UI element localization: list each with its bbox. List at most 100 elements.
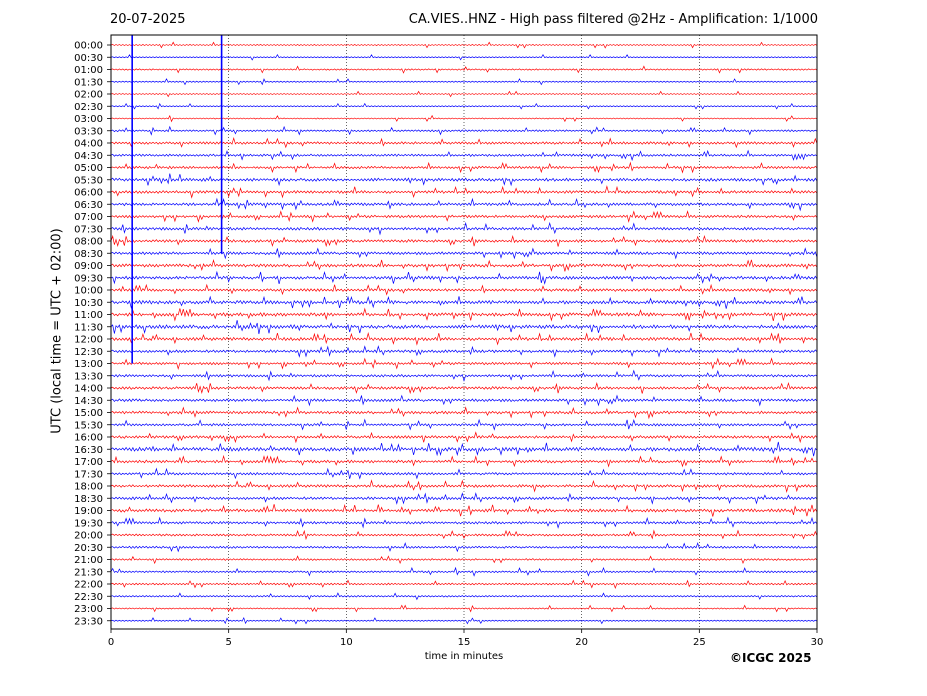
y-tick-label: 17:30 bbox=[74, 469, 103, 480]
y-tick-label: 19:30 bbox=[74, 518, 103, 529]
trace-2200 bbox=[110, 579, 818, 590]
trace-0500 bbox=[110, 161, 818, 174]
trace-1830 bbox=[110, 492, 818, 505]
y-tick-label: 18:00 bbox=[74, 482, 103, 493]
trace-2330 bbox=[110, 616, 818, 625]
y-tick-label: 06:00 bbox=[74, 188, 103, 199]
trace-0800 bbox=[110, 234, 818, 248]
y-tick-label: 05:30 bbox=[74, 175, 103, 186]
trace-0700 bbox=[110, 210, 818, 223]
y-tick-label: 02:00 bbox=[74, 90, 103, 101]
y-tick-label: 10:30 bbox=[74, 298, 103, 309]
trace-0130 bbox=[110, 78, 818, 86]
trace-1600 bbox=[110, 431, 818, 444]
y-tick-label: 04:30 bbox=[74, 151, 103, 162]
trace-0230 bbox=[110, 102, 818, 110]
y-tick-label: 13:00 bbox=[74, 359, 103, 370]
trace-1100 bbox=[110, 307, 818, 322]
trace-0730 bbox=[110, 221, 818, 236]
trace-0400 bbox=[110, 136, 818, 149]
trace-1200 bbox=[110, 332, 818, 346]
y-tick-label: 15:30 bbox=[74, 420, 103, 431]
trace-1230 bbox=[110, 345, 818, 358]
trace-0030 bbox=[110, 53, 818, 61]
trace-1400 bbox=[110, 381, 818, 395]
y-tick-label: 11:30 bbox=[74, 322, 103, 333]
trace-1730 bbox=[110, 467, 818, 480]
trace-1000 bbox=[110, 283, 818, 296]
trace-1800 bbox=[110, 479, 818, 493]
trace-0930 bbox=[110, 270, 818, 285]
date-label: 20-07-2025 bbox=[110, 12, 186, 27]
trace-2300 bbox=[110, 604, 818, 613]
y-tick-label: 08:30 bbox=[74, 249, 103, 260]
y-tick-label: 20:30 bbox=[74, 543, 103, 554]
trace-2000 bbox=[110, 529, 818, 541]
trace-1630 bbox=[110, 441, 818, 457]
chart-title: CA.VIES..HNZ - High pass filtered @2Hz -… bbox=[408, 12, 818, 27]
y-tick-label: 21:00 bbox=[74, 555, 103, 566]
trace-0900 bbox=[110, 258, 818, 273]
y-tick-label: 07:30 bbox=[74, 224, 103, 235]
trace-2130 bbox=[110, 566, 818, 577]
trace-0100 bbox=[110, 65, 818, 74]
x-axis-label: time in minutes bbox=[424, 651, 504, 662]
trace-0430 bbox=[110, 149, 818, 162]
y-tick-label: 19:00 bbox=[74, 506, 103, 517]
trace-1330 bbox=[110, 369, 818, 382]
y-tick-label: 14:30 bbox=[74, 396, 103, 407]
trace-0830 bbox=[110, 247, 818, 260]
trace-1930 bbox=[110, 516, 818, 529]
x-tick-label: 15 bbox=[458, 637, 471, 648]
y-tick-label: 13:30 bbox=[74, 371, 103, 382]
y-tick-label: 16:30 bbox=[74, 445, 103, 456]
x-tick-label: 0 bbox=[108, 637, 114, 648]
y-tick-label: 12:00 bbox=[74, 335, 103, 346]
trace-1900 bbox=[110, 503, 818, 517]
x-tick-label: 25 bbox=[693, 637, 706, 648]
trace-1700 bbox=[110, 454, 818, 468]
y-tick-label: 06:30 bbox=[74, 200, 103, 211]
y-tick-label: 10:00 bbox=[74, 286, 103, 297]
trace-1500 bbox=[110, 406, 818, 420]
y-tick-label: 03:00 bbox=[74, 114, 103, 125]
y-tick-label: 22:00 bbox=[74, 580, 103, 591]
y-tick-label: 05:00 bbox=[74, 163, 103, 174]
trace-2230 bbox=[110, 592, 818, 601]
trace-0600 bbox=[110, 185, 818, 199]
trace-0000 bbox=[110, 41, 818, 49]
y-tick-label: 16:00 bbox=[74, 433, 103, 444]
y-tick-label: 09:30 bbox=[74, 273, 103, 284]
y-tick-label: 23:30 bbox=[74, 616, 103, 627]
y-tick-label: 22:30 bbox=[74, 592, 103, 603]
y-tick-label: 21:30 bbox=[74, 567, 103, 578]
x-tick-label: 20 bbox=[575, 637, 588, 648]
y-tick-label: 07:00 bbox=[74, 212, 103, 223]
trace-1430 bbox=[110, 394, 818, 407]
y-tick-label: 11:00 bbox=[74, 310, 103, 321]
trace-0330 bbox=[110, 125, 818, 136]
y-tick-label: 00:00 bbox=[74, 41, 103, 52]
y-tick-label: 01:30 bbox=[74, 77, 103, 88]
trace-0530 bbox=[110, 173, 818, 187]
trace-1030 bbox=[110, 295, 818, 309]
y-tick-label: 17:00 bbox=[74, 457, 103, 468]
y-tick-label: 04:00 bbox=[74, 139, 103, 150]
trace-0300 bbox=[110, 114, 818, 123]
trace-1300 bbox=[110, 357, 818, 370]
y-tick-label: 18:30 bbox=[74, 494, 103, 505]
y-tick-label: 20:00 bbox=[74, 531, 103, 542]
trace-1530 bbox=[110, 418, 818, 431]
trace-2030 bbox=[110, 542, 818, 553]
y-tick-label: 09:00 bbox=[74, 261, 103, 272]
x-tick-label: 30 bbox=[811, 637, 824, 648]
x-tick-label: 10 bbox=[340, 637, 353, 648]
x-tick-label: 5 bbox=[225, 637, 231, 648]
copyright-label: ©ICGC 2025 bbox=[730, 651, 812, 665]
y-tick-label: 15:00 bbox=[74, 408, 103, 419]
y-tick-label: 01:00 bbox=[74, 65, 103, 76]
y-tick-label: 14:00 bbox=[74, 384, 103, 395]
y-tick-label: 00:30 bbox=[74, 53, 103, 64]
y-tick-label: 23:00 bbox=[74, 604, 103, 615]
